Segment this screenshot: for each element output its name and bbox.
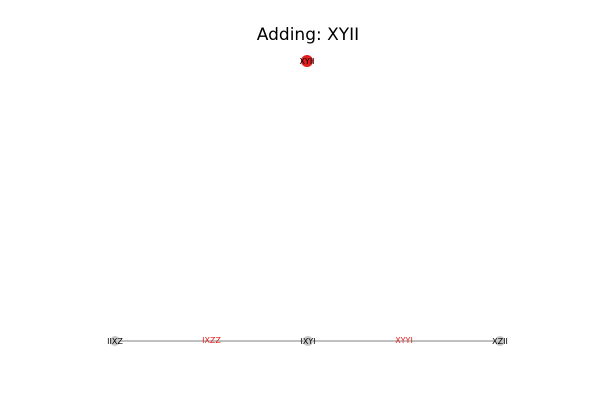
graph-node: IIXZ xyxy=(107,336,123,346)
edge-labels-layer: IXZZ XYYI xyxy=(202,336,413,345)
diagram-title: Adding: XYII xyxy=(257,25,359,45)
edge-label: XYYI xyxy=(395,336,413,345)
edge-label: IXZZ xyxy=(202,336,221,345)
node-label: IIXZ xyxy=(107,337,123,346)
graph-node: XZII xyxy=(492,336,508,346)
node-label: XZII xyxy=(492,337,508,346)
node-dot xyxy=(495,336,505,346)
node-dot xyxy=(110,336,120,346)
nodes-layer: IIXZ IXYI XZII xyxy=(107,336,508,346)
node-label: IXYI xyxy=(300,337,315,346)
new-node: XYII xyxy=(299,55,315,67)
new-node-label: XYII xyxy=(299,57,314,66)
new-node-dot xyxy=(301,55,313,67)
node-dot xyxy=(303,336,313,346)
graph-node: IXYI xyxy=(300,336,316,346)
